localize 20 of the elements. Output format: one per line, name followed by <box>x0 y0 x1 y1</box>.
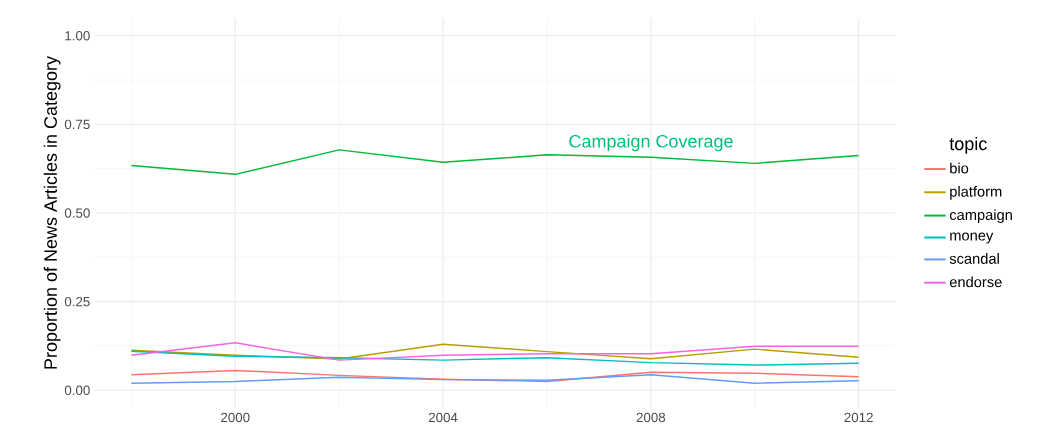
y-tick-label: 0.75 <box>64 119 90 130</box>
legend-label: campaign <box>949 209 1012 223</box>
legend-label: endorse <box>949 276 1002 288</box>
annotation: Campaign Coverage <box>569 134 733 152</box>
x-tick-label: 2012 <box>844 412 873 423</box>
x-tick-label: 2004 <box>428 412 458 423</box>
legend-label: money <box>950 232 994 244</box>
y-axis-title: Proportion of News Articles in Category <box>43 56 61 369</box>
x-tick-label: 2000 <box>221 412 250 423</box>
y-tick-label: 0.00 <box>64 385 90 395</box>
y-tick-label: 1.00 <box>65 31 90 41</box>
legend-label: bio <box>950 162 969 174</box>
line-series <box>130 373 860 384</box>
legend-label: scandal <box>949 253 999 264</box>
y-tick-label: 0.25 <box>64 296 90 307</box>
legend-title: topic <box>949 136 987 154</box>
x-tick-label: 2008 <box>636 412 666 423</box>
line-series <box>130 350 860 366</box>
legend-label: platform <box>950 185 1002 200</box>
y-tick-label: 0.50 <box>64 208 90 218</box>
